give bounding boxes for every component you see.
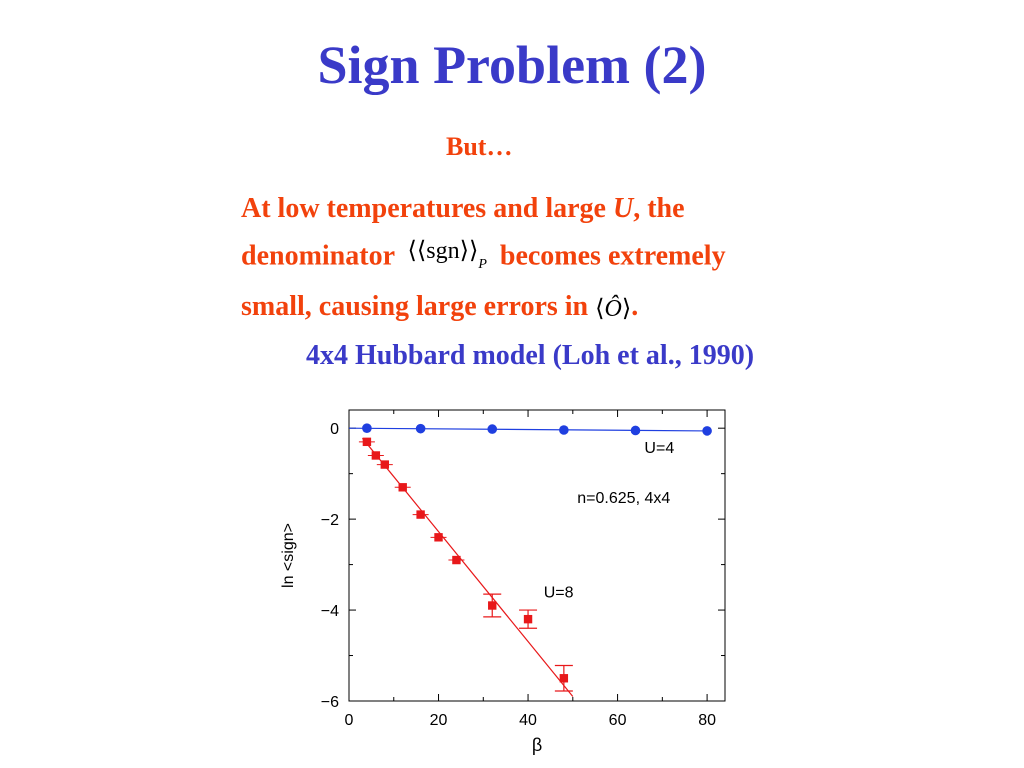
x-tick-label: 20 <box>430 712 448 729</box>
sign-vs-beta-chart: 0 20 40 60 80 0 −2 −4 −6 β ln <sign> U=4 U=8 n=0.625,… <box>280 409 726 755</box>
data-point-u4 <box>415 423 426 434</box>
observable-formula: ⟨Ô⟩ <box>595 295 632 322</box>
data-point-u4 <box>362 423 372 433</box>
fit-line-u8 <box>361 437 574 697</box>
data-point-u4 <box>487 424 498 434</box>
sign-expectation-formula: ⟨⟨sgn⟩⟩P <box>401 238 487 272</box>
x-axis-label: β <box>532 735 542 755</box>
data-point-u4 <box>559 425 569 435</box>
series-label-u8: U=8 <box>544 584 574 601</box>
data-point-u8 <box>488 601 497 610</box>
slide-title: Sign Problem (2) <box>317 35 707 95</box>
y-tick-label: 0 <box>330 421 339 438</box>
sgn-text: sgn <box>426 238 460 264</box>
data-point-u8 <box>380 460 390 469</box>
subscript-p: P <box>478 257 487 272</box>
x-tick-label: 80 <box>698 712 716 729</box>
line2-text: denominator <box>241 240 395 272</box>
series-label-u4: U=4 <box>644 440 674 457</box>
line3-text: small, causing large errors in <box>241 291 589 322</box>
line3-end: . <box>631 291 639 322</box>
data-point-u8 <box>452 555 461 565</box>
line1-text: At low temperatures and large <box>241 193 613 224</box>
x-tick-label: 60 <box>609 712 627 729</box>
fit-line-u4 <box>348 427 708 432</box>
chart-annotation: n=0.625, 4x4 <box>577 490 670 507</box>
but-text: But… <box>446 132 513 161</box>
line1-end: , the <box>633 193 685 224</box>
data-point-u8 <box>362 437 372 447</box>
description-paragraph: At low temperatures and large U, the den… <box>241 188 861 330</box>
data-point-u4 <box>630 425 641 436</box>
data-point-u8 <box>371 451 381 460</box>
data-point-u4 <box>702 426 712 436</box>
plot-frame <box>348 409 726 702</box>
y-tick-label: −6 <box>321 694 339 711</box>
line2-end: becomes extremely <box>499 240 726 272</box>
o-hat-symbol: Ô <box>604 295 622 322</box>
data-point-u8 <box>416 510 425 519</box>
x-tick-label: 0 <box>345 712 354 729</box>
data-point-u8 <box>398 483 407 492</box>
chart-caption: 4x4 Hubbard model (Loh et al., 1990) <box>305 340 755 371</box>
y-tick-label: −4 <box>321 603 339 620</box>
x-tick-label: 40 <box>519 712 537 729</box>
data-point-u8 <box>434 533 443 542</box>
u-symbol: U <box>612 193 634 224</box>
y-axis-label: ln <sign> <box>280 523 297 588</box>
data-point-u8 <box>523 614 533 624</box>
y-tick-label: −2 <box>321 512 339 529</box>
data-point-u8 <box>559 674 569 683</box>
